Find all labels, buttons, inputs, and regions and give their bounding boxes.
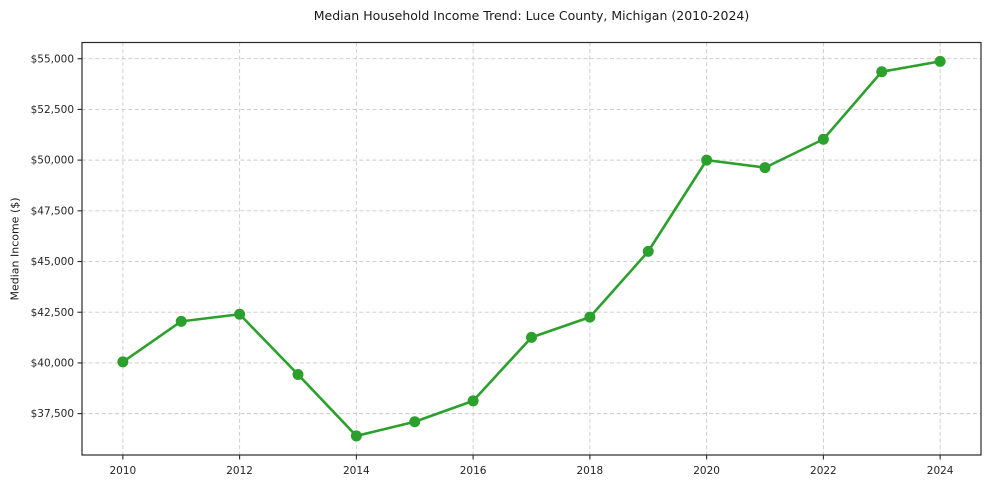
data-point-marker [292,368,304,380]
y-tick-label: $55,000 [31,53,74,65]
plot-border [81,41,982,456]
x-tick-label: 2012 [226,465,253,477]
x-tick-label: 2022 [810,465,837,477]
data-point-marker [234,308,246,320]
x-tick-label: 2014 [343,465,370,477]
data-point-marker [584,311,596,323]
data-point-marker [701,154,713,166]
data-point-marker [934,55,946,67]
y-tick-label: $47,500 [31,205,74,217]
data-point-marker [409,416,421,428]
data-point-marker [117,356,129,368]
y-tick-label: $42,500 [31,307,74,319]
data-point-marker [876,66,888,78]
y-tick-label: $50,000 [31,155,74,167]
data-point-marker [759,162,771,174]
income-trend-line [121,60,942,438]
x-tick-label: 2018 [577,465,604,477]
y-tick-label: $45,000 [31,256,74,268]
data-point-marker [175,315,187,327]
data-point-marker [467,395,479,407]
data-point-marker [526,331,537,343]
x-tick-label: 2024 [927,465,954,477]
data-point-marker [350,430,362,442]
y-tick-label: $37,500 [31,408,74,420]
x-tick-label: 2010 [109,465,136,477]
data-point-marker [817,133,829,145]
x-tick-label: 2020 [693,465,720,477]
y-tick-label: $52,500 [31,104,74,116]
chart-title: Median Household Income Trend: Luce Coun… [313,8,750,23]
data-point-marker [642,245,654,257]
x-tick-label: 2016 [460,465,487,477]
y-tick-label: $40,000 [31,357,74,369]
